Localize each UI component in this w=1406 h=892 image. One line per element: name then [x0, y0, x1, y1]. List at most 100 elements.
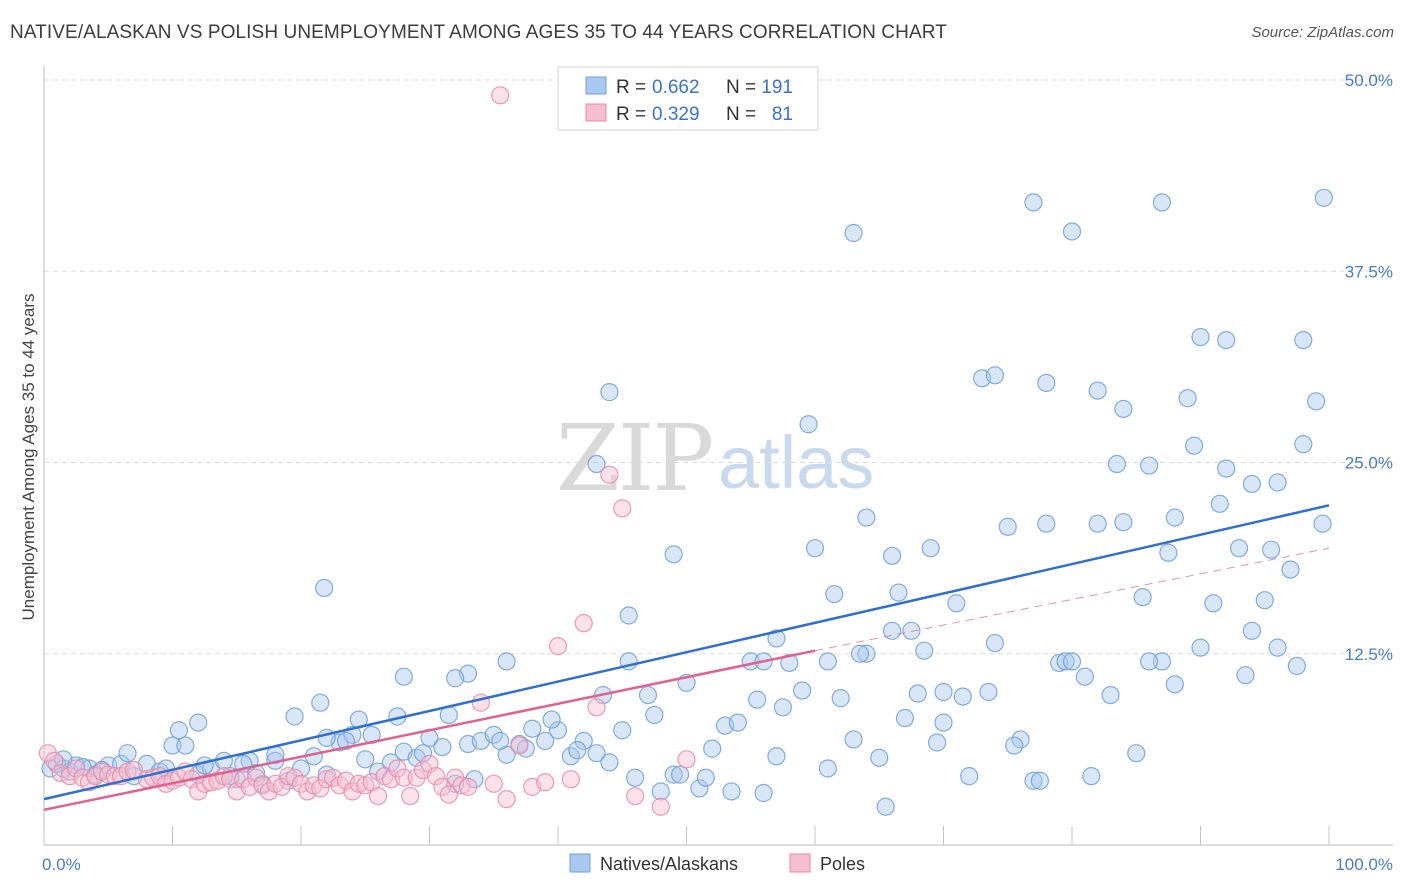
trend-lines	[43, 504, 1330, 812]
native-point	[882, 621, 902, 640]
native-point	[1165, 675, 1184, 694]
native-point	[664, 545, 683, 564]
native-point	[818, 652, 837, 671]
native-point	[1210, 494, 1229, 513]
native-point	[542, 710, 561, 729]
legend-n-value-poles: 81	[772, 104, 793, 125]
poles-point	[401, 786, 420, 806]
native-point	[1236, 666, 1255, 685]
native-point	[1037, 514, 1056, 533]
native-point	[1178, 389, 1197, 408]
poles-point	[311, 779, 330, 798]
native-point	[574, 731, 593, 751]
native-point	[1152, 652, 1172, 671]
native-point	[645, 705, 664, 725]
native-point	[1307, 392, 1326, 411]
native-point	[587, 454, 606, 474]
legend-r-value-poles: 0.329	[652, 104, 700, 125]
native-point	[1024, 193, 1043, 212]
native-point	[497, 652, 516, 671]
legend-r-label-native: R =	[616, 77, 646, 98]
native-point	[670, 765, 690, 784]
native-point	[1255, 591, 1274, 610]
native-point	[1114, 399, 1133, 419]
native-point	[690, 779, 709, 798]
poles-trend-extension	[814, 547, 1330, 652]
native-point	[953, 687, 972, 706]
poles-point	[67, 759, 86, 778]
native-point	[1152, 193, 1172, 212]
legend-n-label-poles: N =	[726, 104, 756, 125]
poles-point	[510, 736, 529, 755]
native-point	[1101, 685, 1120, 705]
poles-points	[38, 86, 696, 816]
axes	[43, 66, 1393, 846]
legend-r-value-native: 0.662	[652, 77, 700, 98]
poles-point	[613, 499, 632, 518]
native-point	[433, 737, 452, 757]
y-tick-label: 37.5%	[1345, 262, 1393, 281]
legend-n-value-native: 191	[761, 77, 793, 98]
native-point	[722, 782, 741, 801]
y-tick-label: 50.0%	[1345, 71, 1393, 90]
native-point	[1088, 514, 1107, 533]
poles-point	[452, 776, 471, 795]
native-point	[844, 223, 863, 243]
native-point	[446, 669, 465, 688]
native-point	[163, 736, 182, 755]
native-trend-line	[43, 504, 1330, 801]
native-point	[767, 629, 786, 648]
poles-point	[625, 786, 645, 806]
native-point	[1191, 327, 1210, 347]
native-point	[998, 517, 1017, 536]
bottom-legend-label-native: Natives/Alaskans	[600, 854, 738, 874]
legend-n-label-native: N =	[726, 77, 756, 98]
native-point	[728, 713, 748, 732]
poles-point	[272, 777, 291, 796]
native-point	[748, 690, 767, 709]
poles-point	[484, 774, 503, 793]
native-point	[613, 721, 632, 740]
native-point	[1281, 560, 1300, 579]
native-point	[356, 750, 375, 769]
native-point	[1294, 331, 1313, 350]
native-point	[934, 682, 953, 702]
bottom-legend-swatch-native	[569, 853, 591, 873]
native-point	[600, 383, 619, 402]
y-axis-title: Unemployment Among Ages 35 to 44 years	[19, 294, 38, 621]
native-point	[315, 578, 334, 598]
native-point	[118, 744, 137, 763]
poles-point	[388, 759, 407, 778]
native-point	[831, 689, 850, 708]
native-point	[773, 698, 792, 717]
native-point	[1314, 188, 1333, 207]
x-tick-label-min: 0.0%	[42, 855, 81, 874]
legend-r-label-poles: R =	[616, 104, 646, 125]
poles-point	[394, 768, 413, 787]
gridlines	[44, 79, 1393, 655]
native-point	[651, 782, 670, 801]
poles-point	[491, 86, 510, 105]
native-point	[1294, 435, 1313, 454]
native-point	[664, 765, 683, 784]
poles-point	[497, 789, 516, 809]
native-point	[1184, 436, 1204, 455]
native-point	[189, 713, 208, 732]
poles-point	[439, 785, 458, 804]
native-point	[947, 594, 966, 613]
y-tick-labels: 12.5% 25.0% 37.5% 50.0%	[1345, 71, 1393, 664]
native-point	[1287, 656, 1306, 676]
native-point	[882, 546, 902, 565]
native-point	[311, 693, 330, 712]
native-point	[870, 748, 889, 767]
native-point	[169, 721, 189, 740]
native-point	[1133, 588, 1152, 607]
native-point	[176, 736, 195, 755]
source-label: Source: ZipAtlas.com	[1251, 24, 1394, 41]
native-point	[1062, 652, 1082, 671]
native-point	[1313, 514, 1332, 533]
native-point	[857, 508, 876, 527]
native-point	[985, 366, 1005, 385]
native-point	[1165, 508, 1184, 527]
native-point	[1005, 736, 1024, 755]
